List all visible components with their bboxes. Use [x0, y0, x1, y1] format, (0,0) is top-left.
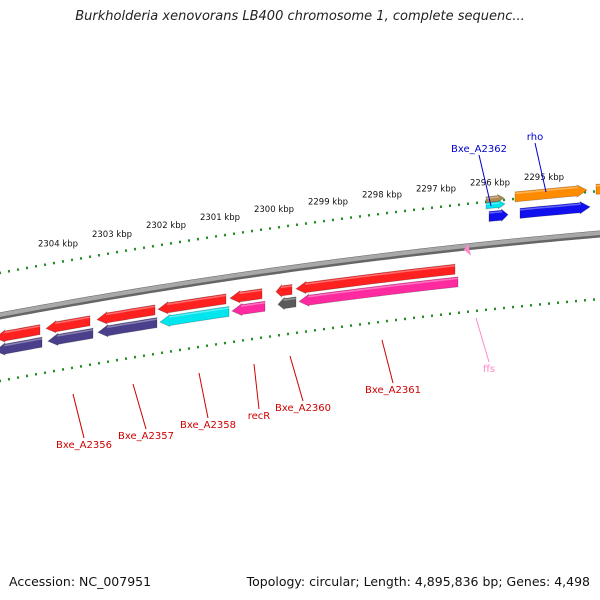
backbone-fill — [0, 230, 600, 317]
gene-feature-orange-sheen — [514, 186, 578, 195]
gene-feature-magenta-sheen — [308, 277, 459, 298]
gene-feature-navy-sheen — [107, 318, 158, 329]
gene-feature-blue-sheen — [519, 203, 581, 211]
gene-feature-navy-sheen — [57, 328, 94, 337]
gene-feature-magenta[interactable] — [298, 276, 459, 307]
gene-feature-cds-sheen — [106, 305, 156, 316]
gene-feature-navy[interactable] — [97, 317, 158, 338]
gene-label[interactable]: Bxe_A2361 — [365, 385, 421, 396]
scale-tick-label: 2300 kbp — [254, 205, 294, 215]
backbone-outline — [0, 230, 600, 320]
gene-feature-cds[interactable] — [96, 304, 156, 325]
gene-feature-cds-sheen — [239, 289, 263, 295]
gene-label[interactable]: recR — [248, 411, 271, 422]
gene-features[interactable] — [0, 183, 600, 356]
scale-tick-label: 2295 kbp — [524, 173, 564, 183]
gene-feature-cds-sheen — [55, 316, 91, 325]
gene-label-leader — [534, 142, 547, 193]
scale-tick-label: 2301 kbp — [200, 213, 240, 223]
gene-label-leader — [253, 363, 260, 410]
gene-feature-grey-sheen — [283, 297, 297, 301]
gene-label[interactable]: Bxe_A2360 — [275, 403, 331, 414]
gene-feature-navy[interactable] — [47, 327, 94, 347]
gene-label-leader — [132, 383, 147, 430]
gene-feature-cyan[interactable] — [485, 199, 506, 210]
gene-feature-cyan-sheen — [485, 202, 500, 206]
gene-label-leader — [381, 339, 394, 384]
inner-scale-ticks — [0, 298, 596, 383]
gene-label[interactable]: ffs — [483, 364, 495, 375]
gene-feature-magenta-sheen — [241, 301, 266, 307]
gene-feature-magenta[interactable] — [231, 300, 266, 317]
gene-label[interactable]: Bxe_A2356 — [56, 440, 112, 451]
gene-feature-navy[interactable] — [0, 336, 43, 356]
gene-feature-cds[interactable] — [295, 263, 456, 295]
gene-label-leader — [478, 154, 492, 207]
chromosome-backbone — [0, 230, 600, 320]
gene-label[interactable]: rho — [527, 132, 543, 143]
gene-feature-cds-sheen — [167, 294, 227, 306]
gene-feature-ffs[interactable] — [464, 243, 471, 256]
gene-feature-cds-sheen — [4, 325, 41, 334]
scale-tick-labels: 2295 kbp 2296 kbp 2297 kbp 2298 kbp 2299 kbp… — [38, 173, 564, 249]
gene-feature-blue[interactable] — [488, 208, 509, 223]
gene-feature-orange[interactable] — [514, 184, 588, 203]
gene-label-leader — [289, 355, 304, 402]
gene-feature-cds-sheen — [280, 285, 293, 289]
scale-tick-label: 2298 kbp — [362, 191, 402, 201]
scale-tick-label: 2299 kbp — [308, 198, 348, 208]
gene-feature-grey[interactable] — [277, 296, 297, 311]
gene-label-leader — [475, 317, 490, 363]
map-title: Burkholderia xenovorans LB400 chromosome… — [75, 9, 525, 24]
gene-label[interactable]: Bxe_A2357 — [118, 431, 174, 442]
scale-tick-label: 2302 kbp — [146, 221, 186, 231]
gene-feature-cds[interactable] — [157, 293, 227, 315]
gene-feature-cds-sheen — [305, 264, 456, 285]
gene-feature-cyan[interactable] — [159, 306, 230, 328]
scale-tick-label: 2304 kbp — [38, 239, 78, 249]
gene-label[interactable]: Bxe_A2358 — [180, 420, 236, 431]
gene-feature-cds[interactable] — [45, 315, 91, 334]
scale-tick-label: 2297 kbp — [416, 184, 456, 194]
gene-feature-navy-sheen — [4, 337, 43, 347]
gene-feature-cds[interactable] — [0, 324, 41, 343]
gene-feature-cyan-sheen — [169, 307, 230, 318]
gene-label-leader — [72, 393, 85, 439]
gene-labels: Bxe_A2356 Bxe_A2357 Bxe_A2358 recR Bxe_A2360… — [56, 132, 547, 451]
genome-summary-text: Topology: circular; Length: 4,895,836 bp… — [246, 574, 590, 589]
gene-label[interactable]: Bxe_A2362 — [451, 144, 507, 155]
gene-label-leader — [198, 372, 209, 419]
accession-text: Accession: NC_007951 — [9, 574, 152, 589]
gene-feature-orange[interactable] — [595, 183, 600, 195]
gene-feature-cds[interactable] — [229, 288, 263, 304]
scale-tick-label: 2296 kbp — [470, 178, 510, 188]
gene-feature-tan-sheen — [485, 196, 499, 200]
scale-tick-label: 2303 kbp — [92, 230, 132, 240]
gene-feature-cds[interactable] — [275, 283, 293, 298]
outer-scale-ticks — [0, 190, 596, 275]
gene-feature-blue-sheen — [488, 210, 503, 214]
gene-feature-blue[interactable] — [519, 201, 591, 219]
